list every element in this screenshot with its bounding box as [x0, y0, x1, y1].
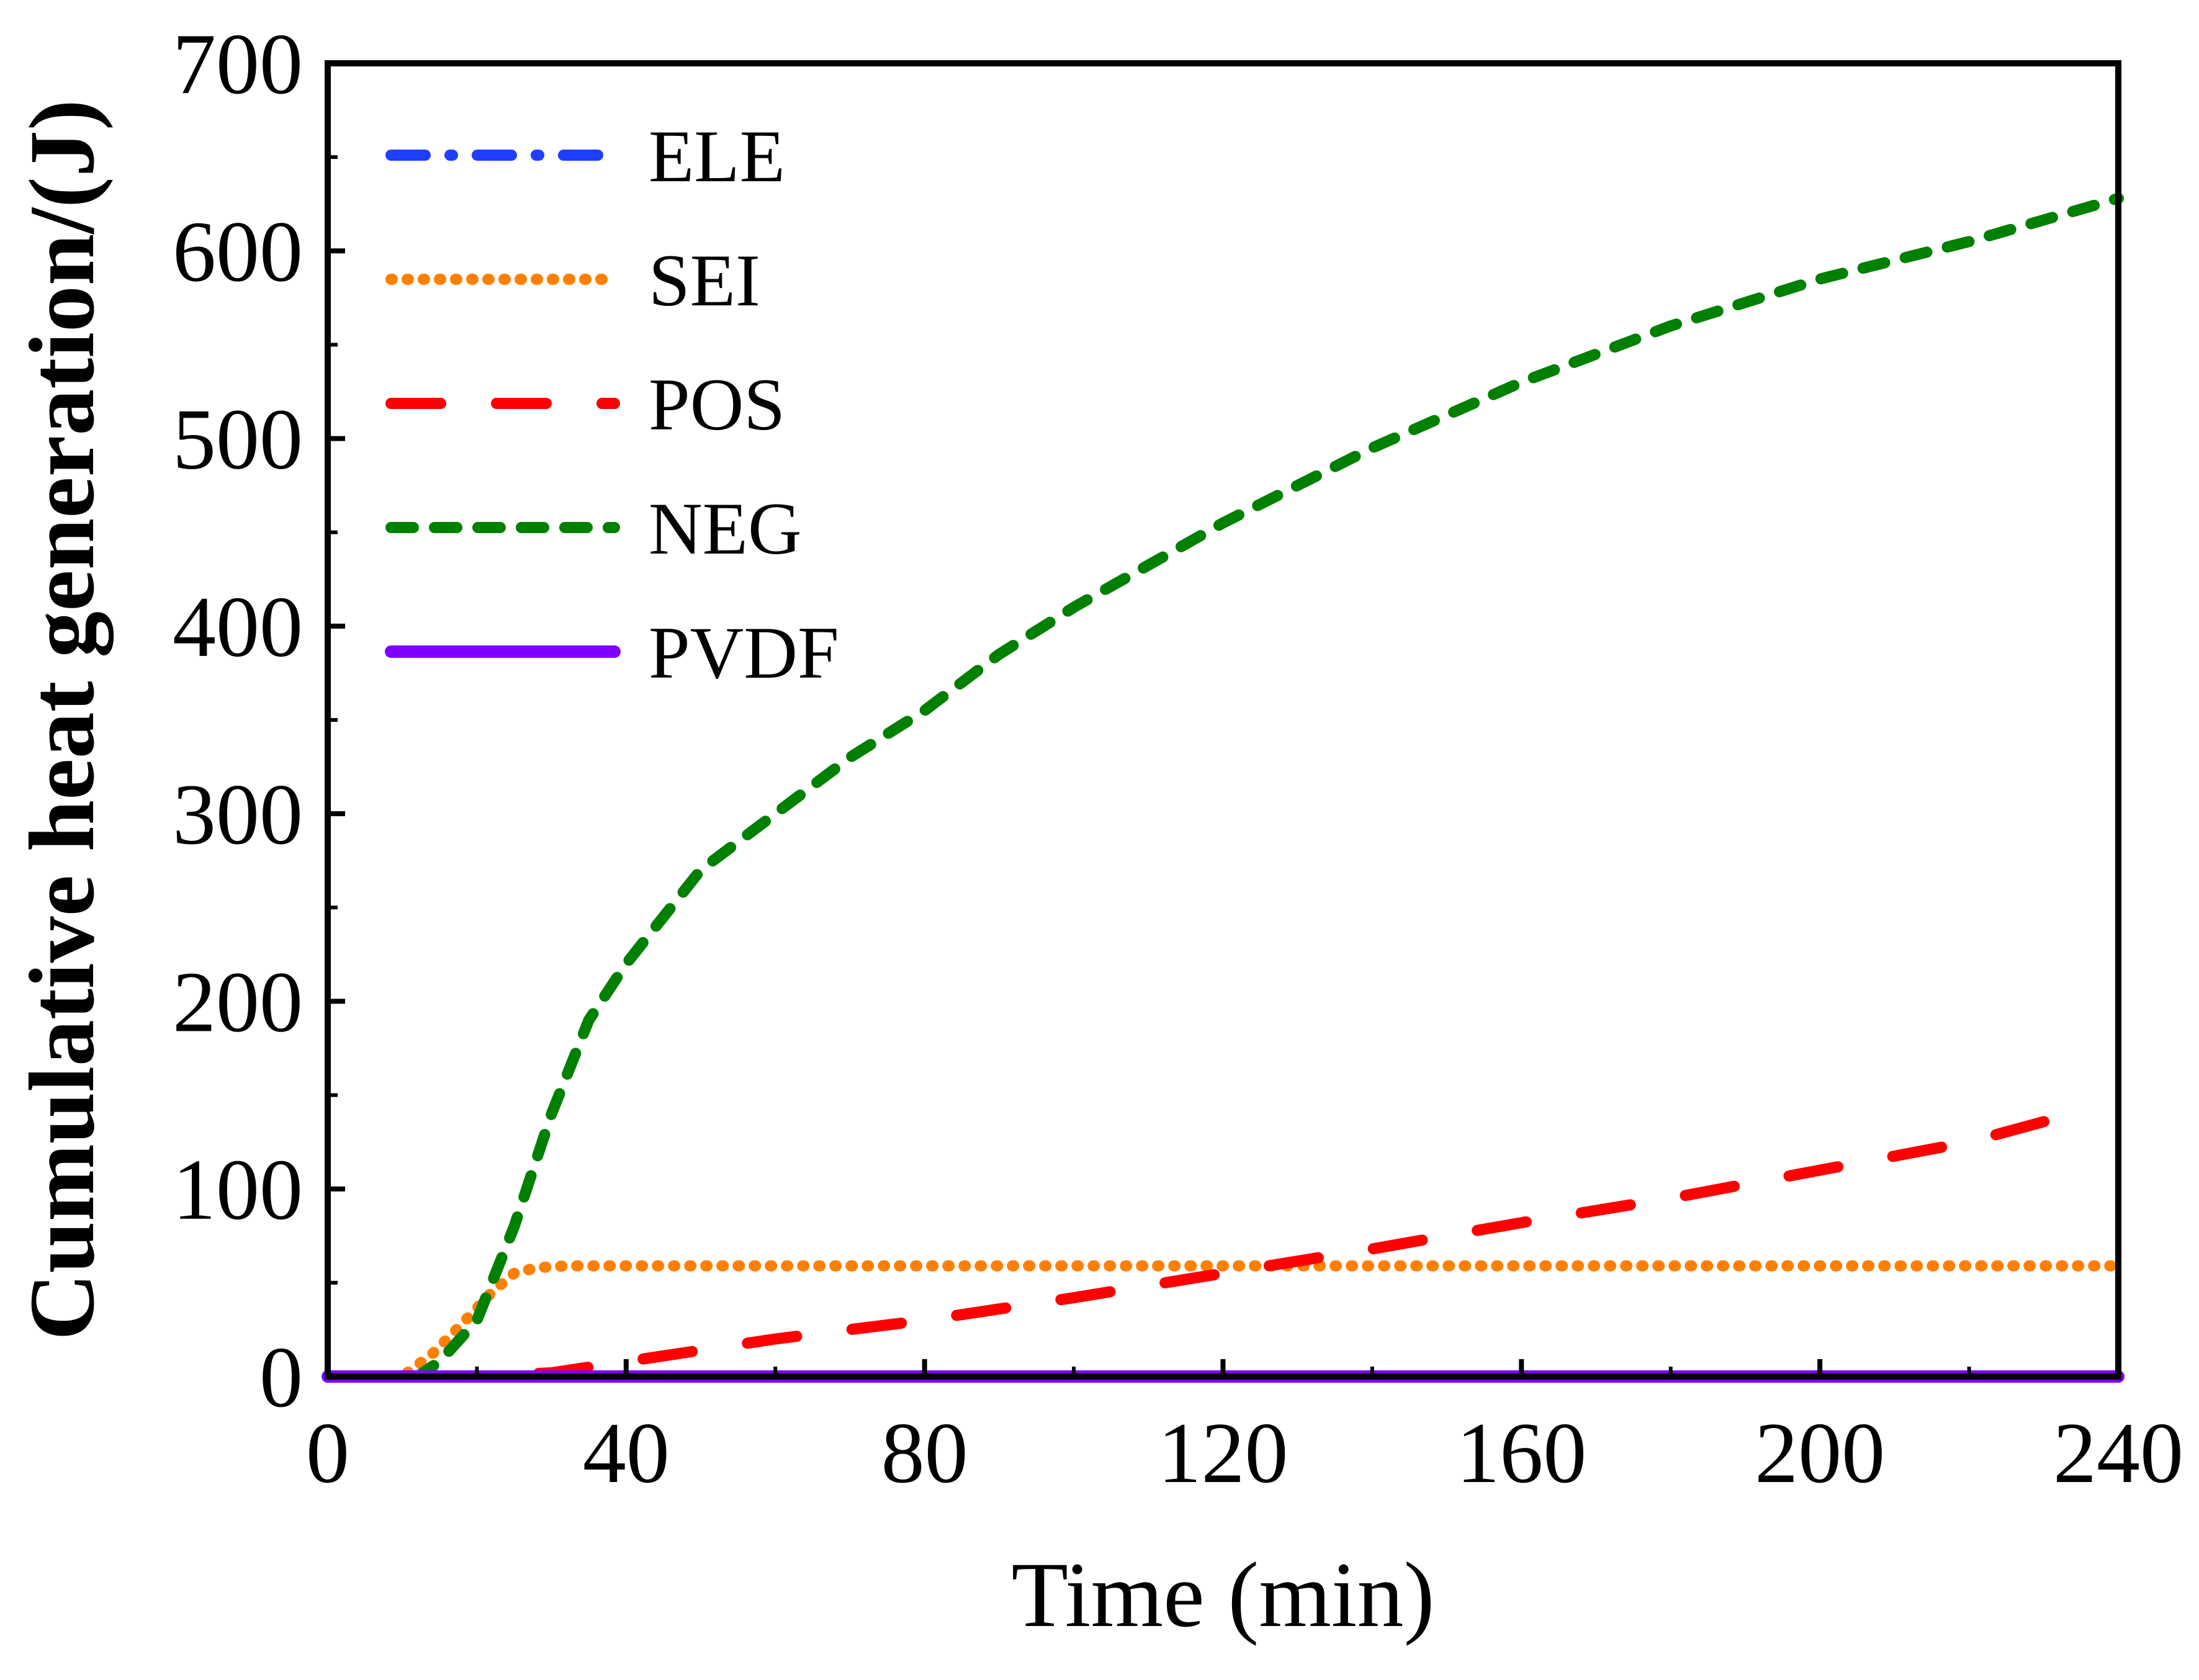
legend-label-pvdf: PVDF — [649, 611, 839, 694]
y-tick-label: 500 — [173, 392, 303, 488]
x-tick-label: 240 — [2053, 1405, 2183, 1501]
y-axis-title: Cumulative heat generation/(J) — [11, 99, 114, 1341]
series-line-sei — [322, 1260, 2124, 1382]
y-tick-label: 200 — [173, 954, 303, 1050]
y-tick-label: 300 — [173, 766, 303, 863]
plot-frame — [325, 60, 2121, 1380]
series-line-pos — [322, 1112, 2064, 1382]
x-axis-title: Time (min) — [1011, 1543, 1434, 1646]
x-tick-label: 160 — [1456, 1405, 1586, 1501]
y-tick-label: 400 — [173, 579, 303, 675]
legend-label-ele: ELE — [649, 115, 785, 197]
x-tick-label: 120 — [1158, 1405, 1288, 1501]
legend: ELE SEI POS NEG PVDF — [385, 115, 839, 694]
legend-label-sei: SEI — [649, 239, 760, 321]
y-tick-label: 100 — [173, 1142, 303, 1238]
ticks-layer: 0 40 80 120 160 200 240 0 100 200 300 400 500 600 700 — [173, 16, 2183, 1501]
x-tick-label: 0 — [306, 1405, 349, 1501]
x-tick-label: 80 — [881, 1405, 968, 1501]
y-tick-label: 0 — [259, 1329, 303, 1426]
x-tick-label: 200 — [1755, 1405, 1885, 1501]
y-tick-label: 700 — [173, 16, 303, 112]
legend-label-pos: POS — [649, 363, 785, 446]
series-line-neg — [322, 192, 2124, 1382]
x-tick-label: 40 — [583, 1405, 670, 1501]
series-layer — [322, 192, 2125, 1383]
legend-label-neg: NEG — [649, 487, 802, 570]
y-tick-label: 600 — [173, 204, 303, 300]
